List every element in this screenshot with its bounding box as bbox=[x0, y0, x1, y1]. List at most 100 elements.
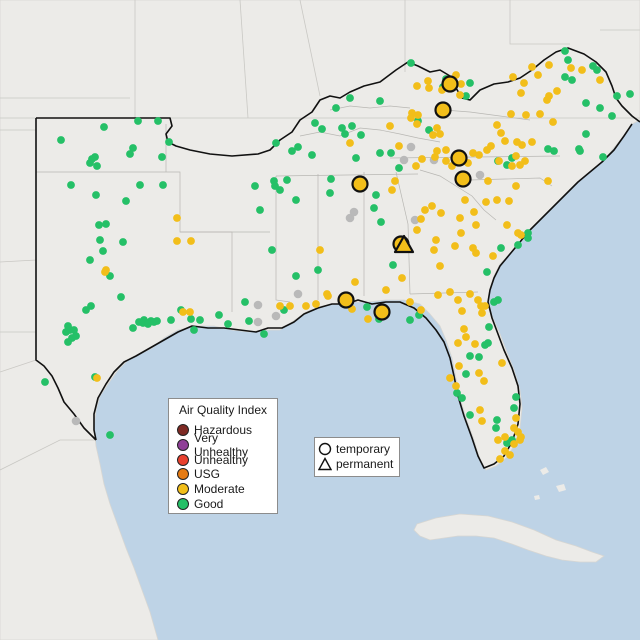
good-reading bbox=[466, 411, 474, 419]
moderate-reading bbox=[382, 286, 390, 294]
good-reading bbox=[514, 241, 522, 249]
moderate-reading bbox=[412, 162, 420, 170]
good-reading bbox=[136, 181, 144, 189]
moderate-temporary-monitor bbox=[450, 149, 468, 167]
moderate-reading bbox=[489, 252, 497, 260]
moderate-reading bbox=[432, 236, 440, 244]
good-reading bbox=[314, 266, 322, 274]
monitor-type-legend: temporary permanent bbox=[314, 437, 400, 477]
good-reading bbox=[62, 328, 70, 336]
good-reading bbox=[154, 117, 162, 125]
moderate-reading bbox=[534, 71, 542, 79]
good-reading bbox=[466, 352, 474, 360]
good-reading bbox=[564, 56, 572, 64]
legend-label-very-unhealthy: Very Unhealthy bbox=[194, 431, 249, 460]
good-reading bbox=[196, 316, 204, 324]
moderate-reading bbox=[510, 440, 518, 448]
good-reading bbox=[453, 389, 461, 397]
moderate-reading bbox=[457, 229, 465, 237]
moderate-reading bbox=[434, 291, 442, 299]
hazardous-swatch bbox=[177, 424, 189, 437]
moderate-reading bbox=[512, 182, 520, 190]
moderate-reading bbox=[312, 300, 320, 308]
moderate-reading bbox=[458, 307, 466, 315]
legend-label-unhealthy: Unhealthy bbox=[194, 452, 249, 467]
good-reading bbox=[568, 76, 576, 84]
legend-label-temporary: temporary bbox=[336, 442, 391, 457]
good-reading bbox=[341, 130, 349, 138]
moderate-reading bbox=[179, 308, 187, 316]
good-reading bbox=[475, 353, 483, 361]
moderate-reading bbox=[469, 149, 477, 157]
moderate-reading bbox=[302, 302, 310, 310]
unhealthy-swatch bbox=[177, 453, 189, 466]
good-reading bbox=[272, 139, 280, 147]
good-reading bbox=[372, 191, 380, 199]
good-reading bbox=[102, 220, 110, 228]
no-data-reading bbox=[71, 416, 81, 426]
good-reading bbox=[406, 316, 414, 324]
good-reading bbox=[582, 130, 590, 138]
no-data-reading bbox=[349, 207, 359, 217]
moderate-reading bbox=[516, 161, 524, 169]
legend-label-good: Good bbox=[194, 496, 224, 511]
legend-label-usg: USG bbox=[194, 467, 221, 482]
good-reading bbox=[129, 144, 137, 152]
moderate-reading bbox=[429, 131, 437, 139]
good-reading bbox=[352, 154, 360, 162]
moderate-reading bbox=[496, 455, 504, 463]
aqi-legend: Air Quality Index Hazardous Very Unhealt… bbox=[168, 398, 278, 514]
good-reading bbox=[462, 92, 470, 100]
moderate-reading bbox=[455, 362, 463, 370]
moderate-reading bbox=[436, 130, 444, 138]
moderate-reading bbox=[413, 226, 421, 234]
good-reading bbox=[122, 197, 130, 205]
good-swatch bbox=[177, 497, 189, 510]
moderate-reading bbox=[545, 92, 553, 100]
moderate-reading bbox=[487, 142, 495, 150]
legend-label-permanent: permanent bbox=[336, 457, 394, 472]
good-reading bbox=[493, 416, 501, 424]
moderate-reading bbox=[481, 302, 489, 310]
good-reading bbox=[86, 256, 94, 264]
good-reading bbox=[485, 323, 493, 331]
very-unhealthy-swatch bbox=[177, 439, 189, 452]
good-reading bbox=[92, 191, 100, 199]
moderate-reading bbox=[514, 229, 522, 237]
moderate-reading bbox=[460, 325, 468, 333]
good-reading bbox=[593, 66, 601, 74]
moderate-reading bbox=[186, 308, 194, 316]
good-reading bbox=[271, 182, 279, 190]
moderate-permanent-monitor bbox=[393, 234, 415, 254]
moderate-reading bbox=[493, 196, 501, 204]
moderate-reading bbox=[522, 111, 530, 119]
good-reading bbox=[308, 151, 316, 159]
good-reading bbox=[167, 316, 175, 324]
moderate-reading bbox=[276, 302, 284, 310]
moderate-reading bbox=[413, 82, 421, 90]
moderate-reading bbox=[173, 237, 181, 245]
legend-item-unhealthy: Unhealthy bbox=[175, 452, 271, 467]
moderate-reading bbox=[395, 142, 403, 150]
good-reading bbox=[346, 94, 354, 102]
good-reading bbox=[481, 341, 489, 349]
moderate-reading bbox=[414, 111, 422, 119]
good-reading bbox=[348, 122, 356, 130]
moderate-reading bbox=[578, 66, 586, 74]
moderate-reading bbox=[173, 214, 181, 222]
good-reading bbox=[283, 176, 291, 184]
moderate-reading bbox=[567, 64, 575, 72]
no-data-reading bbox=[253, 300, 263, 310]
moderate-reading bbox=[451, 242, 459, 250]
moderate-reading bbox=[536, 110, 544, 118]
good-reading bbox=[106, 431, 114, 439]
moderate-reading bbox=[507, 110, 515, 118]
moderate-reading bbox=[484, 177, 492, 185]
no-data-reading bbox=[399, 155, 409, 165]
good-reading bbox=[93, 162, 101, 170]
aqi-legend-title: Air Quality Index bbox=[178, 403, 268, 417]
moderate-reading bbox=[398, 274, 406, 282]
good-reading bbox=[599, 153, 607, 161]
moderate-reading bbox=[475, 151, 483, 159]
